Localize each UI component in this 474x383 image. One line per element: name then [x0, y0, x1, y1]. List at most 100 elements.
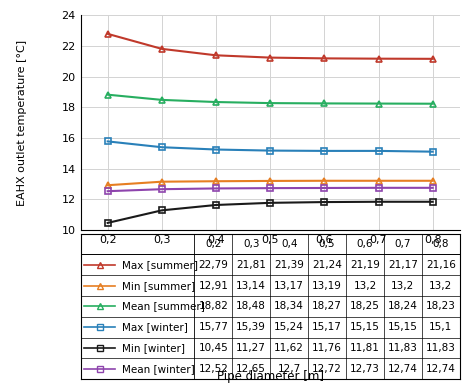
- Text: 12,7: 12,7: [277, 364, 301, 374]
- Mean [summer]: [159, 98, 164, 102]
- Text: Min [summer]: Min [summer]: [122, 281, 195, 291]
- Text: 11,83: 11,83: [388, 343, 418, 353]
- Text: 0,6: 0,6: [357, 239, 373, 249]
- Max [winter]: [267, 148, 273, 153]
- Max [winter]: [105, 139, 110, 144]
- Text: 12,91: 12,91: [198, 281, 228, 291]
- Mean [winter]: [159, 187, 164, 192]
- Text: 15,39: 15,39: [236, 322, 266, 332]
- Text: 11,27: 11,27: [236, 343, 266, 353]
- Text: 21,81: 21,81: [236, 260, 266, 270]
- Line: Min [winter]: Min [winter]: [104, 198, 436, 226]
- Text: 11,83: 11,83: [426, 343, 456, 353]
- Text: 12,52: 12,52: [198, 364, 228, 374]
- Text: 13,2: 13,2: [429, 281, 453, 291]
- Text: 11,81: 11,81: [350, 343, 380, 353]
- Text: 18,27: 18,27: [312, 301, 342, 311]
- Min [winter]: [321, 200, 327, 205]
- Min [summer]: [267, 178, 273, 183]
- Min [summer]: [376, 178, 382, 183]
- Max [winter]: [321, 149, 327, 153]
- Y-axis label: EAHX outlet temperature [°C]: EAHX outlet temperature [°C]: [18, 39, 27, 206]
- Text: 21,16: 21,16: [426, 260, 456, 270]
- Mean [winter]: [267, 186, 273, 190]
- Text: 0,8: 0,8: [433, 239, 449, 249]
- Text: 12,74: 12,74: [426, 364, 456, 374]
- Text: 0,5: 0,5: [319, 239, 335, 249]
- Mean [summer]: [213, 100, 219, 104]
- Text: 0,4: 0,4: [281, 239, 297, 249]
- Text: 21,17: 21,17: [388, 260, 418, 270]
- Text: 0,7: 0,7: [395, 239, 411, 249]
- Max [summer]: [321, 56, 327, 61]
- Text: 10,45: 10,45: [199, 343, 228, 353]
- Min [summer]: [159, 179, 164, 184]
- Min [summer]: [430, 178, 436, 183]
- Text: 18,23: 18,23: [426, 301, 456, 311]
- Mean [summer]: [376, 101, 382, 106]
- Text: 0,3: 0,3: [243, 239, 259, 249]
- Text: 22,79: 22,79: [198, 260, 228, 270]
- Line: Mean [winter]: Mean [winter]: [104, 184, 436, 195]
- Line: Max [summer]: Max [summer]: [104, 30, 436, 62]
- Text: 12,72: 12,72: [312, 364, 342, 374]
- Text: 13,2: 13,2: [391, 281, 415, 291]
- Text: 18,24: 18,24: [388, 301, 418, 311]
- Text: 0,2: 0,2: [205, 239, 221, 249]
- Text: 13,17: 13,17: [274, 281, 304, 291]
- Mean [summer]: [321, 101, 327, 106]
- Text: 11,76: 11,76: [312, 343, 342, 353]
- Mean [summer]: [105, 92, 110, 97]
- Line: Max [winter]: Max [winter]: [104, 138, 436, 155]
- Text: 12,73: 12,73: [350, 364, 380, 374]
- Mean [winter]: [376, 185, 382, 190]
- Mean [winter]: [105, 189, 110, 193]
- Max [winter]: [213, 147, 219, 152]
- Min [winter]: [267, 201, 273, 205]
- Text: 15,77: 15,77: [198, 322, 228, 332]
- Text: 21,24: 21,24: [312, 260, 342, 270]
- Min [winter]: [159, 208, 164, 213]
- Mean [winter]: [321, 186, 327, 190]
- Text: 18,34: 18,34: [274, 301, 304, 311]
- Text: Pipe diameter [m]: Pipe diameter [m]: [217, 370, 324, 383]
- Text: 15,17: 15,17: [312, 322, 342, 332]
- Min [summer]: [105, 183, 110, 188]
- Min [winter]: [213, 203, 219, 207]
- Max [summer]: [159, 47, 164, 51]
- Max [summer]: [105, 31, 110, 36]
- Text: Mean [winter]: Mean [winter]: [122, 364, 195, 374]
- Mean [summer]: [430, 101, 436, 106]
- Text: 13,14: 13,14: [236, 281, 266, 291]
- Text: 21,19: 21,19: [350, 260, 380, 270]
- Max [summer]: [376, 56, 382, 61]
- Text: 18,82: 18,82: [198, 301, 228, 311]
- Line: Mean [summer]: Mean [summer]: [104, 91, 436, 107]
- Max [summer]: [213, 53, 219, 57]
- Min [winter]: [376, 200, 382, 204]
- Max [summer]: [267, 55, 273, 60]
- Text: 18,48: 18,48: [236, 301, 266, 311]
- Mean [summer]: [267, 101, 273, 105]
- Text: 15,15: 15,15: [350, 322, 380, 332]
- Min [winter]: [430, 200, 436, 204]
- Text: 11,62: 11,62: [274, 343, 304, 353]
- Text: 15,24: 15,24: [274, 322, 304, 332]
- Max [winter]: [159, 145, 164, 149]
- Mean [winter]: [213, 186, 219, 191]
- Text: 12,74: 12,74: [388, 364, 418, 374]
- Text: Max [winter]: Max [winter]: [122, 322, 188, 332]
- Text: Max [summer]: Max [summer]: [122, 260, 198, 270]
- Text: 13,2: 13,2: [353, 281, 377, 291]
- Text: Min [winter]: Min [winter]: [122, 343, 185, 353]
- Text: 15,15: 15,15: [388, 322, 418, 332]
- Max [summer]: [430, 57, 436, 61]
- Text: 15,1: 15,1: [429, 322, 453, 332]
- Text: Mean [summer]: Mean [summer]: [122, 301, 205, 311]
- Max [winter]: [430, 149, 436, 154]
- Line: Min [summer]: Min [summer]: [104, 177, 436, 189]
- Max [winter]: [376, 149, 382, 153]
- Text: 18,25: 18,25: [350, 301, 380, 311]
- Text: 13,19: 13,19: [312, 281, 342, 291]
- Min [summer]: [321, 178, 327, 183]
